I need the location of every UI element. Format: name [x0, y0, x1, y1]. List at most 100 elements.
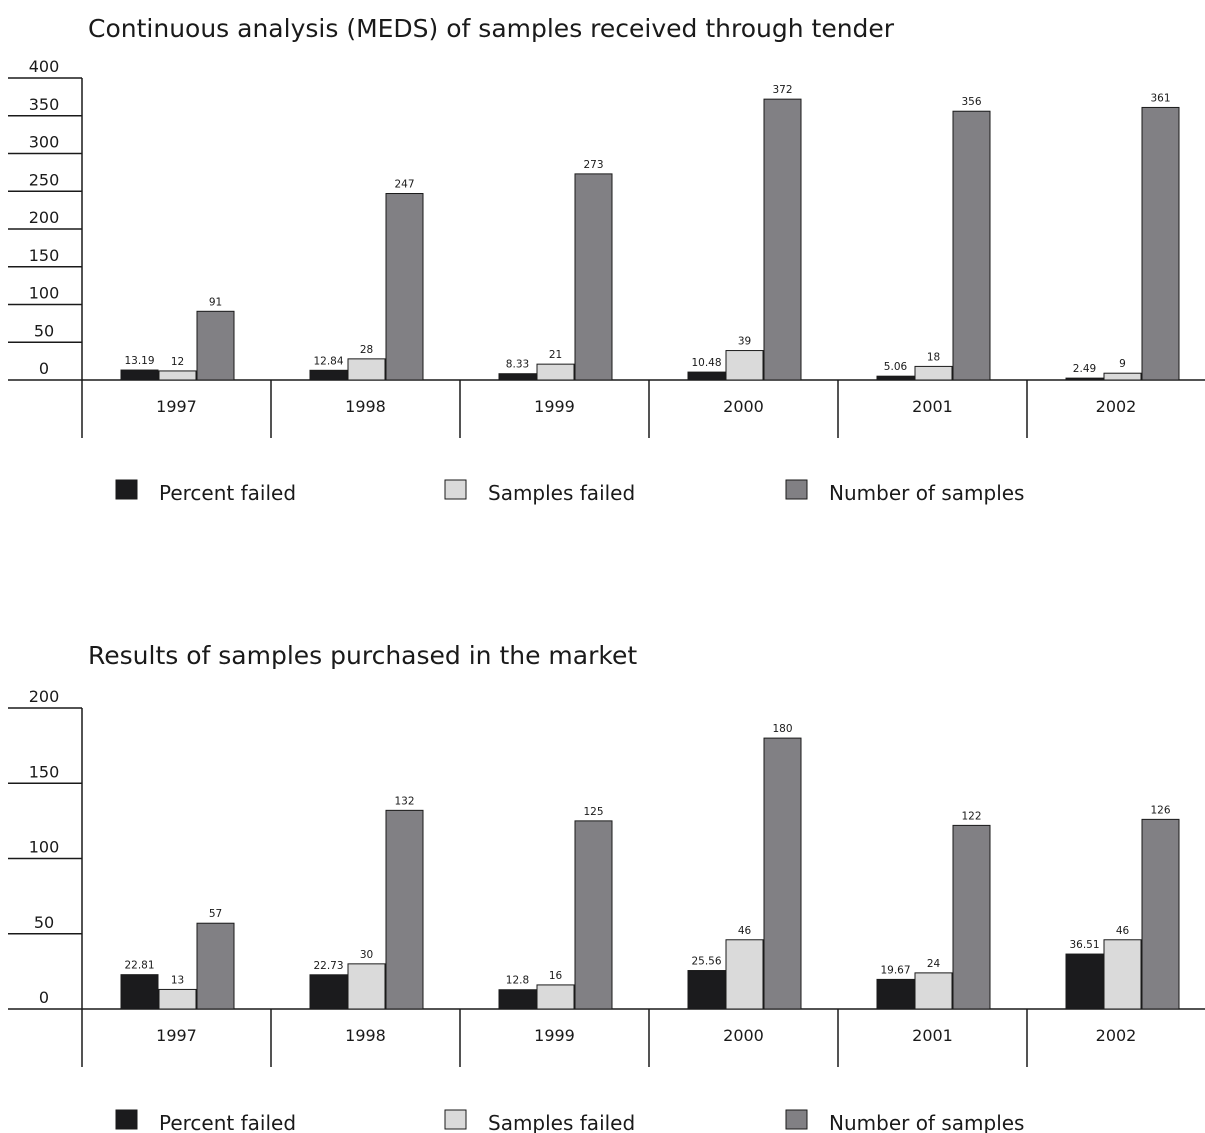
bar: [498, 989, 537, 1010]
chart-1: Continuous analysis (MEDS) of samples re…: [8, 14, 1205, 505]
y-tick-label: 300: [29, 133, 60, 152]
bar: [385, 809, 424, 1010]
bar-value-label: 126: [1150, 804, 1170, 816]
bar-value-label: 91: [209, 296, 222, 308]
bar-value-label: 22.81: [124, 960, 154, 972]
bar: [1141, 818, 1180, 1010]
y-tick-label: 150: [29, 762, 60, 781]
bar-value-label: 25.56: [691, 956, 721, 968]
bar: [536, 984, 575, 1010]
bar: [309, 369, 348, 381]
category-label: 1997: [156, 1026, 197, 1045]
bar: [1103, 939, 1142, 1010]
y-tick-label: 100: [29, 838, 60, 857]
bar-value-label: 12.8: [506, 975, 529, 987]
bar: [1103, 372, 1142, 381]
bar: [1065, 953, 1104, 1010]
bar-value-label: 13: [171, 974, 184, 986]
bar-value-label: 125: [583, 806, 603, 818]
bar: [347, 358, 386, 381]
bar-value-label: 9: [1119, 358, 1126, 370]
bar-value-label: 2.49: [1073, 363, 1096, 375]
chart-2: Results of samples purchased in the mark…: [8, 641, 1205, 1133]
bar: [385, 193, 424, 381]
bar: [763, 98, 802, 381]
y-tick-label: 0: [39, 988, 49, 1007]
y-tick-label: 400: [29, 57, 60, 76]
bar-value-label: 22.73: [313, 960, 343, 972]
legend-label: Percent failed: [159, 1111, 296, 1133]
bar: [536, 363, 575, 381]
legend-swatch: [785, 479, 808, 500]
legend-swatch: [444, 479, 467, 500]
y-tick-label: 50: [34, 913, 54, 932]
y-tick-label: 0: [39, 359, 49, 378]
legend-swatch: [115, 1109, 138, 1130]
bar-value-label: 36.51: [1069, 939, 1099, 951]
bar: [725, 350, 764, 381]
bar: [876, 375, 915, 381]
bar: [158, 988, 197, 1010]
bar-value-label: 132: [394, 795, 414, 807]
category-label: 1998: [345, 1026, 386, 1045]
bar: [1141, 106, 1180, 381]
category-label: 2002: [1096, 397, 1137, 416]
bar-value-label: 361: [1150, 92, 1170, 104]
bar-value-label: 46: [738, 925, 752, 937]
y-tick-label: 100: [29, 284, 60, 303]
y-tick-label: 200: [29, 208, 60, 227]
bar-value-label: 57: [209, 908, 222, 920]
bar-value-label: 39: [738, 336, 751, 348]
y-tick-label: 250: [29, 170, 60, 189]
bar: [1065, 377, 1104, 381]
bar: [763, 737, 802, 1010]
bar: [876, 978, 915, 1010]
bar-value-label: 10.48: [691, 357, 721, 369]
bar: [574, 820, 613, 1010]
bar-value-label: 5.06: [884, 361, 908, 373]
category-label: 1999: [534, 1026, 575, 1045]
category-label: 2001: [912, 1026, 953, 1045]
bar-value-label: 356: [961, 96, 981, 108]
legend-swatch: [115, 479, 138, 500]
bar: [347, 963, 386, 1010]
bar-value-label: 16: [549, 970, 563, 982]
bar-value-label: 19.67: [880, 964, 910, 976]
category-label: 1999: [534, 397, 575, 416]
bar: [952, 824, 991, 1010]
category-label: 1997: [156, 397, 197, 416]
bar-value-label: 24: [927, 958, 941, 970]
bar-value-label: 122: [961, 810, 981, 822]
legend-label: Samples failed: [488, 481, 635, 505]
bar: [196, 922, 235, 1010]
legend-label: Number of samples: [829, 481, 1024, 505]
bar-value-label: 12: [171, 356, 184, 368]
y-tick-label: 200: [29, 687, 60, 706]
bar-value-label: 372: [772, 84, 792, 96]
bar: [914, 365, 953, 381]
bar-value-label: 247: [394, 179, 414, 191]
legend-swatch: [444, 1109, 467, 1130]
legend-swatch: [785, 1109, 808, 1130]
bar-value-label: 21: [549, 349, 562, 361]
bar: [120, 974, 159, 1010]
bar: [120, 369, 159, 381]
bar: [309, 974, 348, 1010]
bar: [914, 972, 953, 1010]
legend-label: Percent failed: [159, 481, 296, 505]
bar: [574, 173, 613, 381]
bar: [687, 371, 726, 381]
legend-label: Number of samples: [829, 1111, 1024, 1133]
bar-value-label: 18: [927, 351, 940, 363]
bar: [196, 310, 235, 381]
bar-value-label: 12.84: [313, 355, 343, 367]
y-tick-label: 50: [34, 321, 54, 340]
bar-value-label: 273: [583, 159, 603, 171]
bar-value-label: 30: [360, 949, 373, 961]
bar: [725, 939, 764, 1010]
bar: [498, 373, 537, 381]
legend-label: Samples failed: [488, 1111, 635, 1133]
bar-value-label: 46: [1116, 925, 1130, 937]
y-tick-label: 150: [29, 246, 60, 265]
